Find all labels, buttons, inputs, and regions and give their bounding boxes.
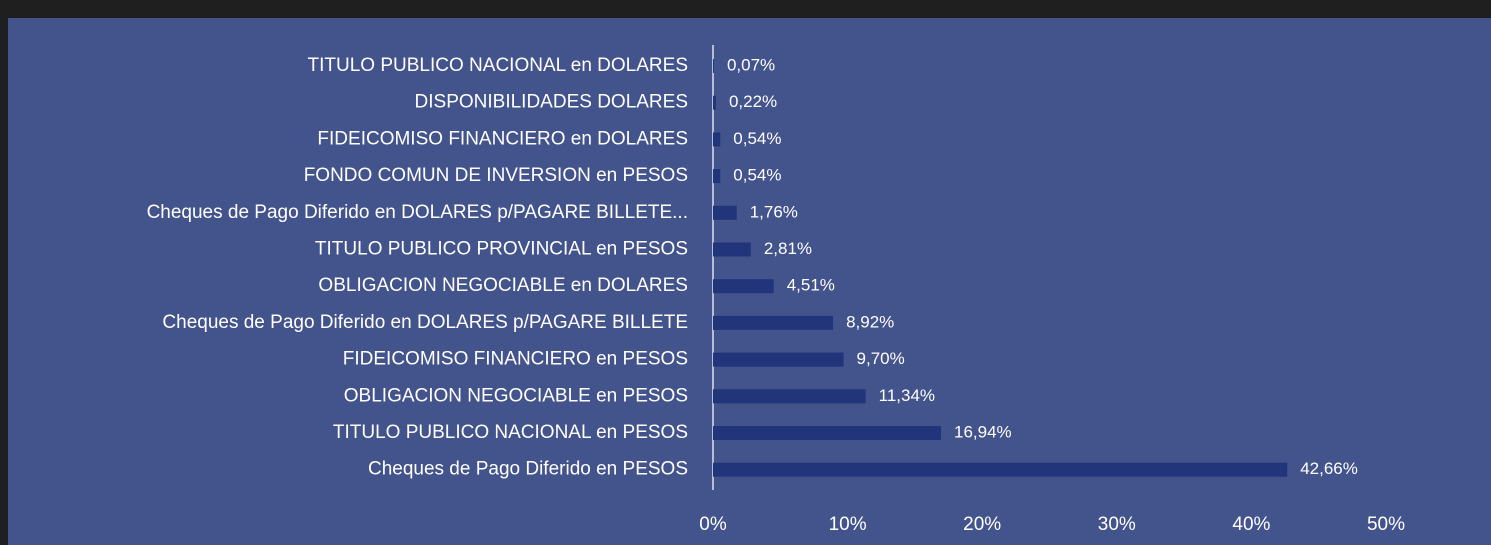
bar — [713, 462, 1288, 477]
bar — [713, 352, 844, 367]
value-label: 4,51% — [787, 276, 835, 295]
y-tick-label: FIDEICOMISO FINANCIERO en DOLARES — [317, 128, 688, 149]
value-label: 42,66% — [1300, 459, 1358, 478]
x-tick-label: 20% — [963, 514, 1001, 535]
value-label: 11,34% — [879, 386, 935, 405]
bar — [713, 426, 942, 440]
y-tick-label: FONDO COMUN DE INVERSION en PESOS — [304, 165, 688, 186]
bar — [713, 59, 714, 73]
y-tick-label: TITULO PUBLICO PROVINCIAL en PESOS — [315, 239, 688, 260]
value-label: 0,07% — [727, 55, 775, 74]
value-label: 0,54% — [733, 166, 781, 185]
value-label: 0,22% — [729, 92, 777, 111]
y-tick-label: TITULO PUBLICO NACIONAL en PESOS — [333, 422, 688, 443]
x-tick-label: 40% — [1232, 514, 1270, 535]
value-label: 9,70% — [857, 349, 905, 368]
bar — [713, 389, 866, 404]
x-tick-label: 50% — [1367, 514, 1405, 535]
value-label: 0,54% — [733, 129, 781, 148]
y-tick-label: TITULO PUBLICO NACIONAL en DOLARES — [308, 55, 688, 76]
bar — [713, 205, 737, 220]
bar — [713, 315, 834, 330]
y-tick-label: DISPONIBILIDADES DOLARES — [415, 92, 688, 113]
bar — [713, 242, 751, 257]
y-tick-label: OBLIGACION NEGOCIABLE en PESOS — [344, 385, 688, 406]
value-label: 2,81% — [764, 239, 812, 258]
bar — [713, 169, 721, 184]
bar — [713, 132, 721, 147]
value-label: 1,76% — [750, 202, 798, 221]
x-tick-label: 30% — [1098, 514, 1136, 535]
value-label: 8,92% — [846, 312, 894, 331]
bar — [713, 95, 716, 110]
y-tick-label: Cheques de Pago Diferido en DOLARES p/PA… — [162, 312, 688, 333]
bar — [713, 279, 774, 294]
value-label: 16,94% — [954, 422, 1012, 441]
x-tick-label: 0% — [699, 514, 727, 535]
y-tick-label: Cheques de Pago Diferido en PESOS — [368, 459, 688, 480]
x-tick-label: 10% — [829, 514, 867, 535]
y-tick-label: Cheques de Pago Diferido en DOLARES p/PA… — [147, 202, 688, 223]
y-tick-label: FIDEICOMISO FINANCIERO en PESOS — [343, 349, 688, 370]
y-tick-label: OBLIGACION NEGOCIABLE en DOLARES — [318, 275, 688, 296]
